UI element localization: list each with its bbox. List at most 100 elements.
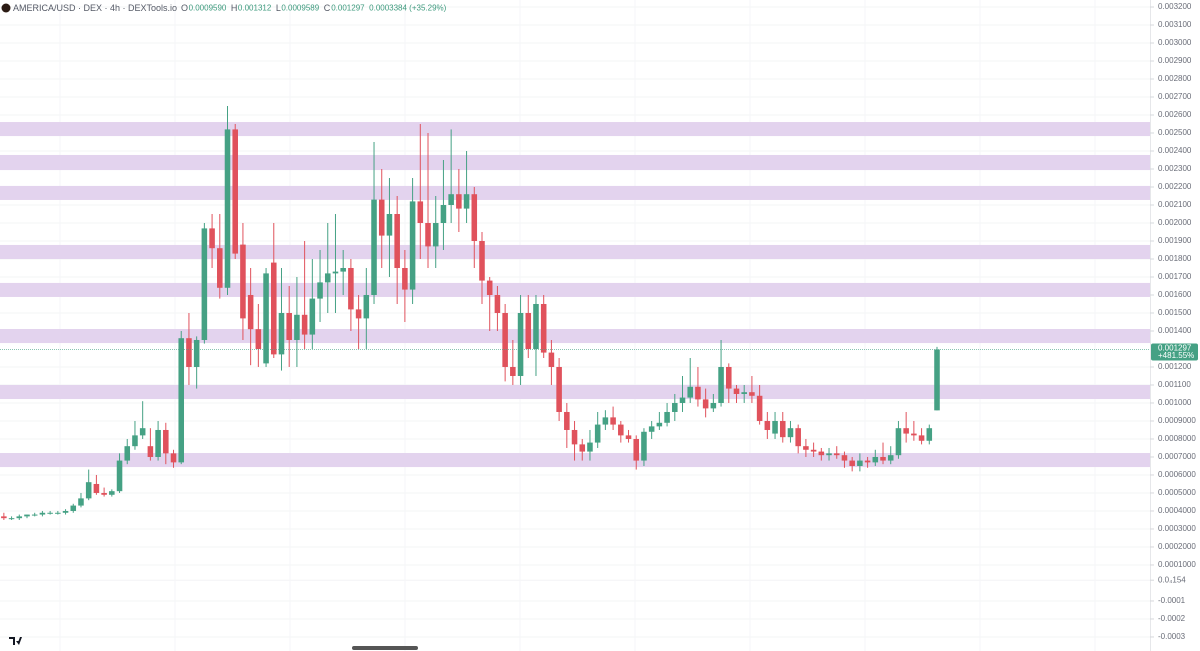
candle-body: [803, 446, 809, 450]
candle-body: [633, 438, 640, 461]
candle-body: [371, 199, 377, 295]
candle-body: [641, 431, 647, 461]
candle-body: [556, 366, 562, 412]
candle-body: [31, 514, 38, 516]
candle-body: [193, 339, 200, 367]
candle-body: [263, 273, 269, 364]
field-value: 0.0009590: [189, 4, 227, 13]
candle-body: [201, 228, 208, 340]
candle-body: [217, 248, 223, 288]
y-tick-label: 0.0003000: [1158, 524, 1196, 533]
y-tick-label: 0.0009000: [1158, 416, 1196, 425]
y-tick-label: 0.001000: [1158, 398, 1192, 407]
candle-body: [24, 514, 30, 517]
candle-body: [702, 399, 709, 409]
candle-body: [903, 428, 909, 434]
candle-body: [240, 244, 246, 319]
candle-body: [810, 449, 817, 452]
candle-body: [756, 395, 763, 421]
candle-body: [178, 338, 185, 463]
y-tick-label: 0.0008000: [1158, 434, 1196, 443]
y-tick-label: 0.001700: [1158, 272, 1192, 281]
y-tick-label: 0.0007000: [1158, 452, 1196, 461]
candle-body: [101, 492, 107, 495]
scrollbar[interactable]: [352, 646, 418, 650]
candle-body: [618, 424, 624, 436]
candle-body: [672, 402, 678, 412]
candle-body: [679, 397, 686, 403]
candle-body: [525, 312, 532, 349]
candle-body: [741, 392, 747, 394]
tv-logo: [9, 637, 22, 645]
candle-body: [39, 512, 46, 515]
candle-body: [402, 267, 408, 290]
candle-body: [155, 429, 161, 457]
candle-body: [139, 428, 146, 436]
y-tick-label: 0.002100: [1158, 200, 1192, 209]
candle-body: [309, 298, 316, 335]
candle-body: [849, 460, 855, 466]
y-tick-label: -0.0003: [1158, 632, 1186, 641]
candle-body: [232, 129, 238, 254]
candle-body: [355, 309, 362, 319]
candle-body: [409, 201, 416, 290]
symbol-title: AMERICA/USD · DEX · 4h · DEXTools.io: [13, 3, 177, 13]
candle-body: [926, 428, 933, 441]
candle-body: [564, 411, 570, 430]
y-tick-label: 0.003100: [1158, 20, 1192, 29]
candle-body: [147, 446, 154, 457]
candle-body: [664, 411, 670, 423]
price-axis: 0.003200 0.003100 0.003000 0.002900 0.002800…: [1150, 2, 1198, 641]
y-tick-label: 0.002800: [1158, 74, 1192, 83]
candle-body: [779, 420, 786, 438]
candle-body: [378, 199, 385, 236]
y-tick-label: 0.003200: [1158, 2, 1192, 11]
candle-body: [494, 294, 501, 313]
field-value: 0.001297: [331, 4, 365, 13]
price-tag-value: 0.001297: [1158, 344, 1192, 353]
candle-body: [255, 329, 262, 349]
zone: [0, 154, 1150, 171]
candle-body: [749, 392, 755, 396]
candle-body: [594, 424, 601, 443]
candle-body: [278, 312, 285, 355]
candle-body: [502, 312, 508, 367]
y-tick-label: 0.002300: [1158, 164, 1192, 173]
candle-body: [548, 352, 555, 367]
candle-body: [710, 402, 717, 409]
field-key: O: [181, 3, 188, 13]
y-tick-label: 0.002500: [1158, 128, 1192, 137]
candle-body: [55, 512, 61, 514]
zones: [0, 122, 1150, 468]
candle-body: [8, 518, 15, 520]
candle-body: [579, 444, 586, 452]
y-tick-label: 0.0005000: [1158, 488, 1196, 497]
y-tick-label: 0.001100: [1158, 380, 1191, 389]
candle-body: [540, 303, 547, 353]
candle-body: [132, 435, 138, 447]
candle-body: [718, 366, 724, 403]
candle-body: [1, 516, 7, 519]
candle-body: [209, 228, 215, 249]
field-value: 0.0009589: [281, 4, 319, 13]
candle-body: [425, 222, 431, 247]
candle-body: [324, 273, 331, 283]
candle-body: [317, 282, 323, 299]
candle-body: [332, 271, 339, 274]
candle-body: [772, 420, 778, 434]
zone: [0, 244, 1150, 259]
y-tick-label: 0.0002000: [1158, 542, 1196, 551]
candle-body: [517, 312, 524, 376]
y-tick-label: 0.001500: [1158, 308, 1192, 317]
field-value: 0.001312: [238, 4, 272, 13]
price-tag: [1151, 343, 1198, 361]
field-key: H: [231, 3, 238, 13]
candle-body: [625, 435, 632, 439]
candle-body: [911, 433, 917, 436]
candle-body: [186, 338, 192, 367]
candle-body: [656, 422, 663, 427]
candle-body: [85, 482, 92, 499]
zone: [0, 329, 1150, 344]
